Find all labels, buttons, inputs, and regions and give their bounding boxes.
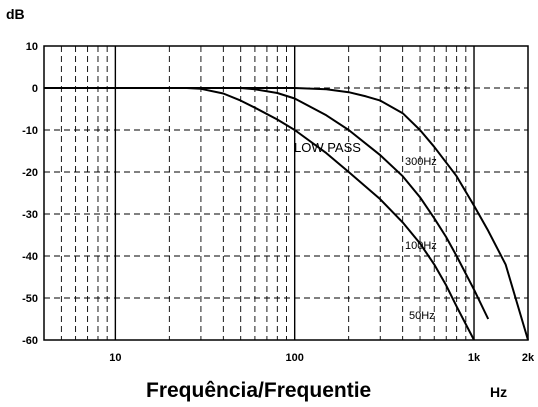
x-axis-label: Frequência/Frequentie <box>146 379 371 402</box>
y-tick-label: -10 <box>22 125 38 137</box>
y-tick-label: -40 <box>22 251 38 263</box>
y-tick-label: 0 <box>32 83 38 95</box>
curve-labels: 300Hz 100Hz 50Hz <box>405 156 437 322</box>
y-tick-label: -60 <box>22 335 38 347</box>
y-tick-label: 10 <box>26 41 38 53</box>
x-tick-label: 2k <box>522 352 535 364</box>
curve-label-300hz: 300Hz <box>405 156 437 168</box>
y-tick-label: -50 <box>22 293 38 305</box>
series-line-300hz <box>44 87 529 341</box>
y-tick-label: -20 <box>22 167 38 179</box>
x-tick-label: 100 <box>286 352 304 364</box>
grid <box>44 46 528 340</box>
response-curves <box>44 87 529 341</box>
x-tick-label: 1k <box>468 352 481 364</box>
x-tick-label: 10 <box>109 352 121 364</box>
plot-frame <box>43 45 529 341</box>
y-tick-label: -30 <box>22 209 38 221</box>
y-axis-label: dB <box>6 6 25 22</box>
curve-label-50hz: 50Hz <box>409 310 435 322</box>
x-axis-unit: Hz <box>490 384 507 400</box>
series-line-100hz <box>44 87 490 320</box>
low-pass-annotation: LOW PASS <box>294 140 361 155</box>
curve-label-100hz: 100Hz <box>405 240 437 252</box>
